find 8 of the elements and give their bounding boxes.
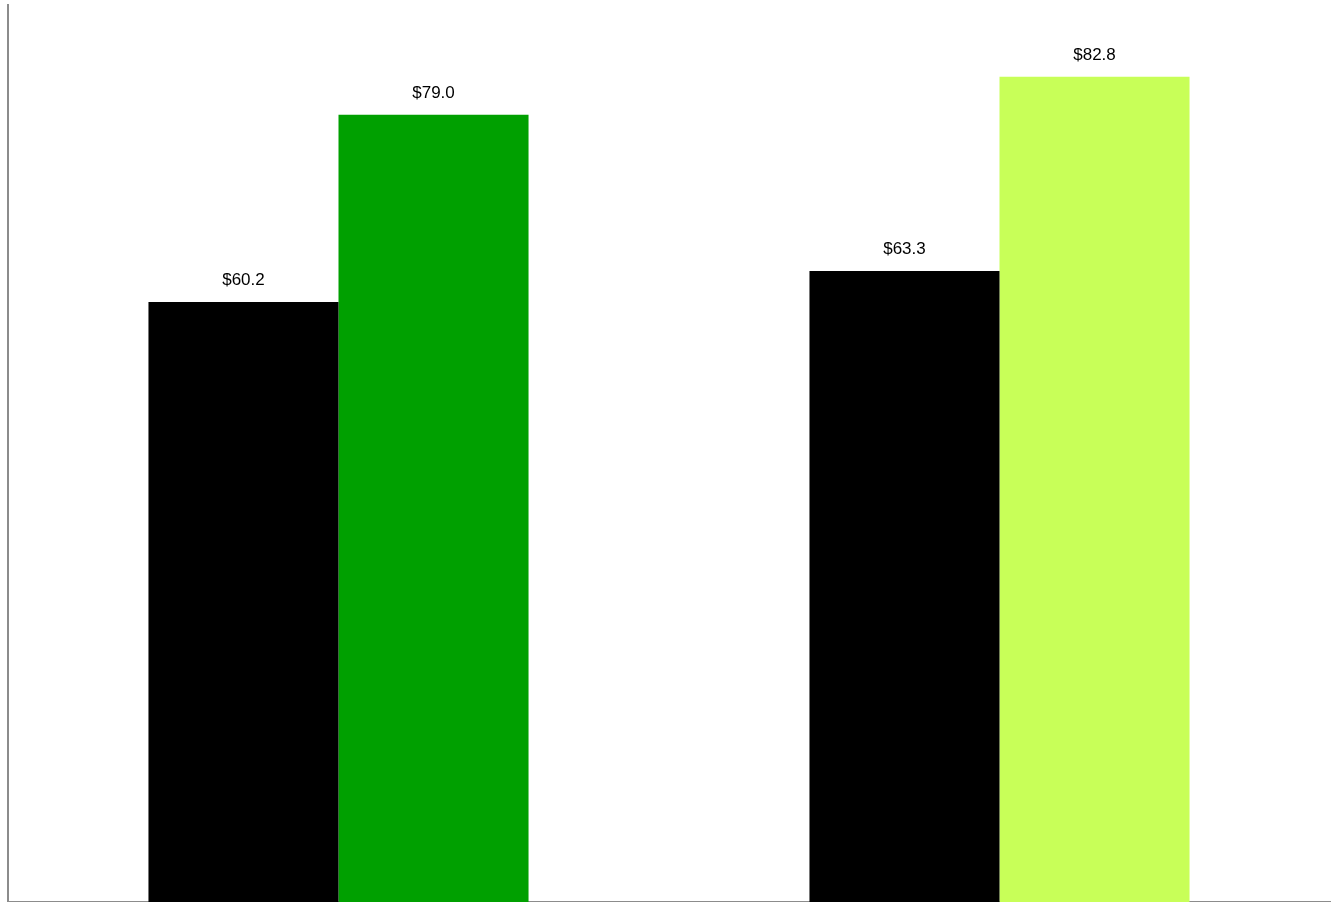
- bar: [148, 302, 339, 902]
- bar: [809, 271, 1000, 902]
- data-label: $82.8: [1073, 44, 1116, 64]
- data-label: $60.2: [222, 270, 265, 290]
- data-label: $63.3: [883, 239, 926, 259]
- data-label: $79.0: [412, 82, 455, 102]
- bar: [338, 114, 529, 902]
- bar: [999, 76, 1190, 902]
